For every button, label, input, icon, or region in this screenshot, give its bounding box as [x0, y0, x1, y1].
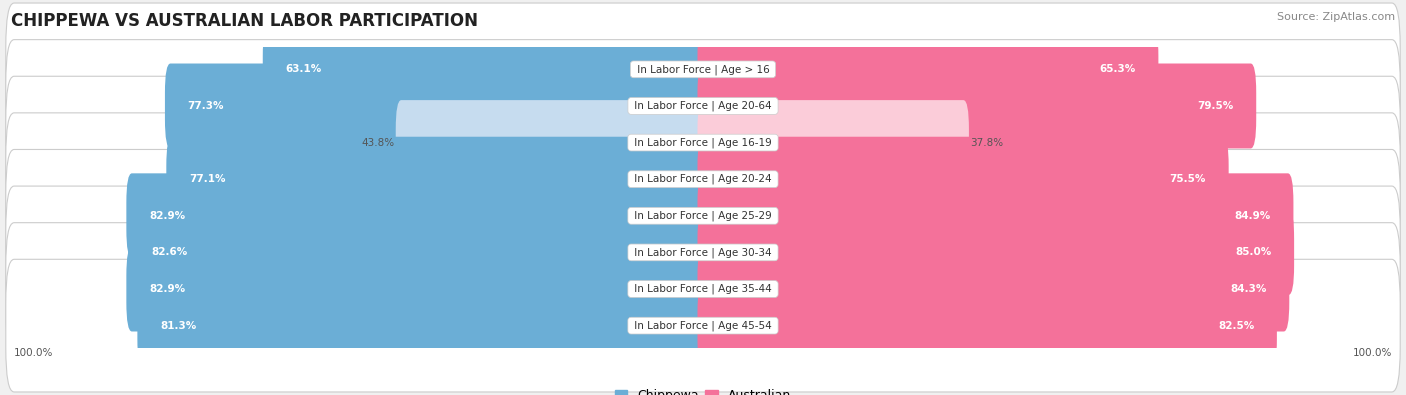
- FancyBboxPatch shape: [697, 100, 969, 185]
- FancyBboxPatch shape: [697, 173, 1294, 258]
- FancyBboxPatch shape: [6, 40, 1400, 172]
- Text: 100.0%: 100.0%: [1353, 348, 1392, 358]
- Text: In Labor Force | Age 45-54: In Labor Force | Age 45-54: [631, 320, 775, 331]
- Text: 77.3%: 77.3%: [187, 101, 224, 111]
- Text: CHIPPEWA VS AUSTRALIAN LABOR PARTICIPATION: CHIPPEWA VS AUSTRALIAN LABOR PARTICIPATI…: [11, 12, 478, 30]
- Text: In Labor Force | Age 25-29: In Labor Force | Age 25-29: [631, 211, 775, 221]
- Text: 100.0%: 100.0%: [14, 348, 53, 358]
- FancyBboxPatch shape: [6, 259, 1400, 392]
- Text: 75.5%: 75.5%: [1170, 174, 1206, 184]
- Text: Source: ZipAtlas.com: Source: ZipAtlas.com: [1277, 12, 1395, 22]
- FancyBboxPatch shape: [127, 246, 709, 331]
- Text: In Labor Force | Age 30-34: In Labor Force | Age 30-34: [631, 247, 775, 258]
- FancyBboxPatch shape: [128, 210, 709, 295]
- FancyBboxPatch shape: [127, 173, 709, 258]
- Text: In Labor Force | Age 35-44: In Labor Force | Age 35-44: [631, 284, 775, 294]
- Legend: Chippewa, Australian: Chippewa, Australian: [610, 384, 796, 395]
- Text: In Labor Force | Age > 16: In Labor Force | Age > 16: [634, 64, 772, 75]
- FancyBboxPatch shape: [697, 283, 1277, 368]
- Text: 77.1%: 77.1%: [188, 174, 225, 184]
- Text: 37.8%: 37.8%: [970, 137, 1004, 148]
- Text: In Labor Force | Age 16-19: In Labor Force | Age 16-19: [631, 137, 775, 148]
- Text: 82.5%: 82.5%: [1218, 321, 1254, 331]
- Text: 82.6%: 82.6%: [152, 247, 187, 258]
- Text: 43.8%: 43.8%: [361, 137, 394, 148]
- Text: 79.5%: 79.5%: [1198, 101, 1233, 111]
- FancyBboxPatch shape: [395, 100, 709, 185]
- Text: In Labor Force | Age 20-64: In Labor Force | Age 20-64: [631, 101, 775, 111]
- Text: 63.1%: 63.1%: [285, 64, 322, 74]
- FancyBboxPatch shape: [697, 137, 1229, 222]
- Text: 82.9%: 82.9%: [149, 284, 186, 294]
- Text: 81.3%: 81.3%: [160, 321, 197, 331]
- FancyBboxPatch shape: [138, 283, 709, 368]
- FancyBboxPatch shape: [165, 64, 709, 149]
- Text: 82.9%: 82.9%: [149, 211, 186, 221]
- FancyBboxPatch shape: [6, 149, 1400, 282]
- FancyBboxPatch shape: [697, 64, 1256, 149]
- FancyBboxPatch shape: [6, 113, 1400, 246]
- Text: 84.3%: 84.3%: [1230, 284, 1267, 294]
- FancyBboxPatch shape: [6, 76, 1400, 209]
- FancyBboxPatch shape: [697, 246, 1289, 331]
- FancyBboxPatch shape: [697, 27, 1159, 112]
- Text: In Labor Force | Age 20-24: In Labor Force | Age 20-24: [631, 174, 775, 184]
- FancyBboxPatch shape: [166, 137, 709, 222]
- FancyBboxPatch shape: [6, 186, 1400, 319]
- Text: 85.0%: 85.0%: [1234, 247, 1271, 258]
- FancyBboxPatch shape: [697, 210, 1294, 295]
- Text: 84.9%: 84.9%: [1234, 211, 1271, 221]
- FancyBboxPatch shape: [6, 3, 1400, 136]
- FancyBboxPatch shape: [263, 27, 709, 112]
- FancyBboxPatch shape: [6, 223, 1400, 356]
- Text: 65.3%: 65.3%: [1099, 64, 1136, 74]
